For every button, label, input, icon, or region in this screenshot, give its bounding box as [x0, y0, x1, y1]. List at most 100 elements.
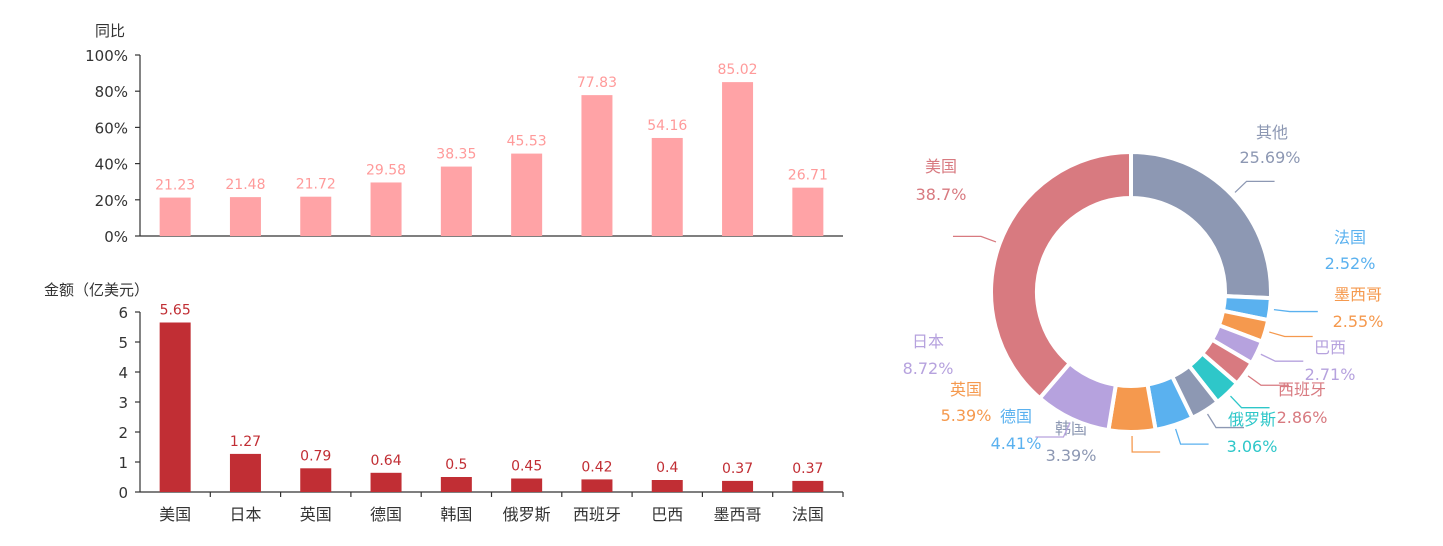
slice-percent: 4.41%: [991, 434, 1042, 453]
bar-8: [722, 82, 754, 236]
y-tick-label: 5: [118, 334, 128, 352]
y-axis-title: 同比: [95, 22, 125, 40]
slice-percent: 25.69%: [1239, 148, 1300, 167]
x-tick-label: 俄罗斯: [503, 505, 551, 524]
x-tick-label: 法国: [792, 505, 824, 524]
data-label: 0.37: [792, 461, 823, 477]
bar-0: [159, 197, 191, 236]
leader-line: [1260, 353, 1304, 362]
data-label: 21.23: [155, 178, 195, 194]
y-tick-label: 0%: [104, 228, 128, 246]
data-label: 0.79: [300, 448, 331, 464]
slice-percent: 2.71%: [1305, 365, 1356, 384]
slice-percent: 3.39%: [1046, 446, 1097, 465]
slice-name: 法国: [1334, 228, 1366, 247]
bar-2: [300, 196, 332, 236]
leader-line: [1131, 435, 1161, 453]
slice-name: 德国: [1000, 407, 1032, 426]
x-tick-label: 德国: [370, 505, 402, 524]
y-tick-label: 60%: [95, 119, 128, 137]
data-label: 85.02: [718, 62, 758, 78]
slice-percent: 5.39%: [941, 406, 992, 425]
data-label: 26.71: [788, 168, 828, 184]
bar-1: [229, 197, 261, 236]
leader-line: [1206, 413, 1245, 429]
slice-name: 俄罗斯: [1228, 410, 1276, 429]
slice-percent: 2.52%: [1325, 254, 1376, 273]
data-label: 5.65: [160, 303, 191, 319]
amount-bar-chart: 金额（亿美元） 0 1 2 3 4 5 6 5.65 美国 1.27 日本 0.79 英国 0.64 德国 0.…: [44, 281, 844, 524]
leader-line: [1269, 331, 1313, 338]
data-label: 38.35: [436, 147, 476, 163]
data-label: 54.16: [647, 118, 687, 134]
data-label: 0.4: [656, 460, 678, 476]
yoy-bar-chart: 同比 0% 20% 40% 60% 80% 100% 21.23 21.48 21.72 29.58…: [85, 22, 843, 246]
y-tick-label: 4: [118, 364, 128, 382]
y-tick-label: 80%: [95, 83, 128, 101]
y-tick-label: 0: [118, 484, 128, 502]
x-tick-label: 韩国: [440, 505, 472, 524]
y-tick-label: 40%: [95, 156, 128, 174]
bar-7: [651, 480, 683, 492]
y-tick-label: 2: [118, 424, 128, 442]
data-label: 45.53: [507, 134, 547, 150]
bar-1: [229, 453, 261, 492]
share-donut-chart: 其他 25.69% 法国 2.52% 墨西哥 2.55% 巴西 2.71%西班牙 2.86%俄罗…: [903, 123, 1384, 465]
y-axis-title: 金额（亿美元）: [44, 281, 149, 299]
slice-name: 日本: [912, 332, 944, 351]
x-tick-label: 日本: [229, 505, 261, 524]
data-label: 0.5: [445, 457, 467, 473]
bar-5: [511, 153, 543, 236]
bar-3: [370, 472, 402, 492]
leader-line: [1247, 375, 1290, 386]
slice-name: 巴西: [1314, 338, 1346, 357]
bar-8: [722, 480, 754, 492]
slice-10: [989, 149, 1133, 401]
slice-percent: 2.86%: [1277, 408, 1328, 427]
slice-name: 美国: [925, 157, 957, 176]
x-tick-label: 西班牙: [573, 505, 621, 524]
bar-0: [159, 322, 191, 492]
data-label: 0.45: [511, 459, 542, 475]
bar-7: [651, 137, 683, 236]
y-tick-label: 100%: [85, 47, 128, 65]
data-label: 0.42: [581, 459, 612, 475]
slice-percent: 8.72%: [903, 359, 954, 378]
leader-line: [1234, 180, 1275, 193]
data-label: 29.58: [366, 162, 406, 178]
slice-0: [1129, 149, 1273, 301]
y-tick-label: 1: [118, 454, 128, 472]
data-label: 1.27: [230, 434, 261, 450]
leader-line: [952, 235, 997, 243]
y-tick-label: 6: [118, 304, 128, 322]
bar-9: [792, 480, 824, 492]
leader-line: [1273, 308, 1318, 313]
y-tick-label: 3: [118, 394, 128, 412]
data-label: 0.37: [722, 461, 753, 477]
slice-percent: 2.55%: [1333, 312, 1384, 331]
bar-3: [370, 182, 402, 236]
bar-4: [440, 477, 472, 492]
data-label: 0.64: [370, 453, 401, 469]
data-label: 77.83: [577, 75, 617, 91]
leader-line: [1230, 395, 1270, 409]
slice-percent: 38.7%: [916, 185, 967, 204]
bar-2: [300, 468, 332, 492]
slice-percent: 3.06%: [1227, 437, 1278, 456]
bar-4: [440, 166, 472, 236]
slice-name: 西班牙: [1278, 380, 1326, 399]
y-tick-label: 20%: [95, 192, 128, 210]
x-tick-label: 美国: [159, 505, 191, 524]
bar-9: [792, 187, 824, 236]
bar-5: [511, 478, 543, 492]
leader-line: [1035, 422, 1071, 438]
x-tick-label: 墨西哥: [714, 505, 762, 524]
slice-name: 英国: [950, 380, 982, 399]
leader-line: [1175, 428, 1209, 445]
data-label: 21.72: [296, 177, 336, 193]
bar-6: [581, 95, 613, 236]
x-tick-label: 巴西: [651, 505, 683, 524]
bar-6: [581, 479, 613, 492]
slice-name: 墨西哥: [1334, 285, 1382, 304]
